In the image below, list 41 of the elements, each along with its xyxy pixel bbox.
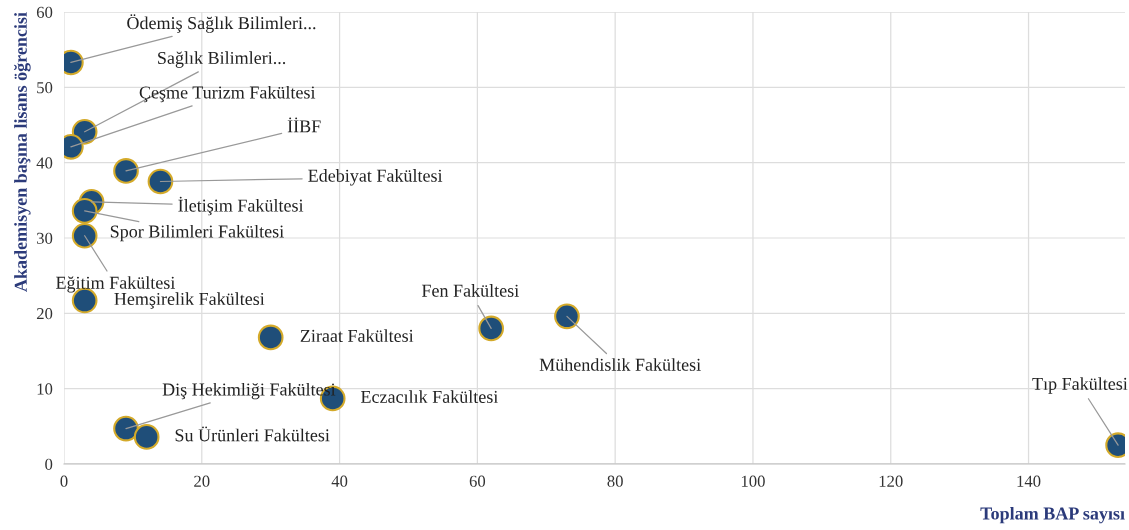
annotation: Fen Fakültesi [421,284,519,297]
y-tick-label: 20 [36,308,53,320]
point [133,424,160,450]
y-tick-label: 30 [37,232,53,244]
annotation: Su Ürünleri Fakültesi [175,426,330,442]
annotation: Ziraat Fakültesi [300,329,414,342]
y-tick-label: 0 [45,458,53,470]
point [113,158,139,184]
point [71,222,98,249]
x-tick-label: 20 [194,475,210,487]
y-axis-title: Akademisyen başına lisans öğrencisi [13,12,31,292]
annotation: Edebiyat Fakültesi [308,169,443,186]
annotation: Eczacılık Fakültesi [360,390,498,403]
y-tick-label: 60 [36,6,53,18]
point [147,168,174,195]
annotation: İletişim Fakültesi [178,196,304,216]
annotation: Tıp Fakültesi [1032,377,1128,394]
y-tick-label: 10 [37,383,53,395]
annotation: Spor Bilimleri Fakültesi [110,224,284,242]
point [113,415,139,442]
x-tick-label: 120 [879,475,903,487]
point [257,324,284,351]
x-tick-label: 80 [607,475,623,487]
annotation: Mühendislik Fakültesi [539,358,701,371]
annotation: Sağlık Bilimleri... [158,51,286,68]
annotation: Hemşirelik Fakültesi [114,292,265,309]
point [71,198,98,224]
x-tick-label: 100 [741,475,765,487]
x-tick-label: 0 [60,475,68,487]
x-tick-label: 140 [1017,475,1041,487]
y-tick-label: 40 [36,157,53,169]
x-axis-title: Toplam BAP sayısı [980,506,1125,524]
point [554,303,580,330]
point [478,315,504,342]
annotation: Ödemiş Sağlık Bilimleri... [127,14,316,33]
annotation: İİBF [287,117,321,133]
x-tick-label: 60 [469,475,486,487]
annotation: Çeşme Turizm Fakültesi [139,85,316,103]
x-tick-label: 40 [331,475,348,487]
y-tick-label: 50 [37,82,53,94]
annotation: Eğitim Fakültesi [56,276,176,293]
